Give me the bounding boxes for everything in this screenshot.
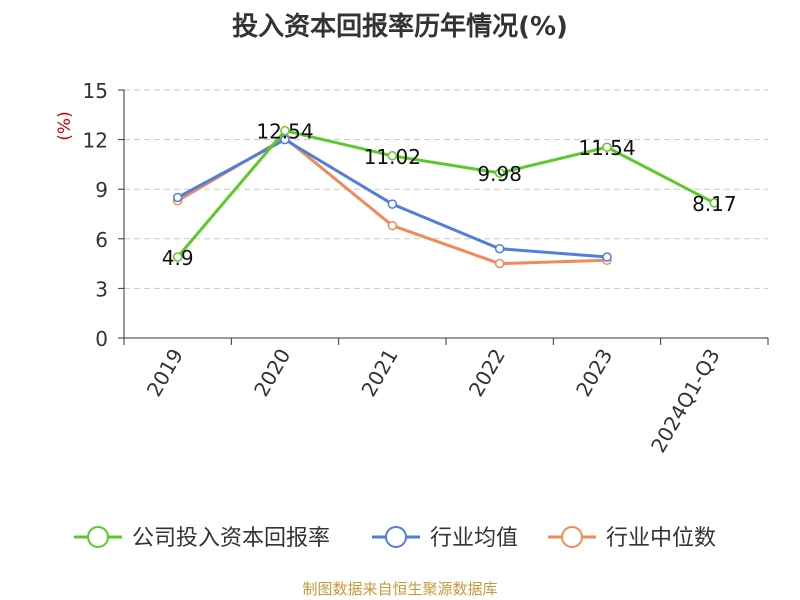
y-tick-label-3: 9	[95, 178, 108, 202]
legend-marker-0	[87, 526, 109, 548]
y-axis-title: (%)	[55, 111, 75, 140]
x-tick-label-0: 2019	[142, 345, 188, 401]
data-label-5: 8.17	[692, 192, 737, 216]
series-1-point-0	[172, 192, 183, 203]
x-tick-label-2: 2021	[356, 345, 402, 401]
legend-label-0: 公司投入资本回报率	[132, 526, 330, 551]
legend-label-2: 行业中位数	[606, 526, 716, 551]
series-1-point-4	[602, 252, 612, 262]
y-tick-label-4: 12	[83, 129, 108, 153]
legend-marker-1	[385, 526, 407, 548]
series-1-point-3	[494, 243, 505, 254]
data-label-3: 9.98	[477, 162, 522, 186]
y-tick-label-0: 0	[95, 327, 108, 351]
x-tick-label-5: 2024Q1-Q3	[646, 345, 725, 457]
source-footer: 制图数据来自恒生聚源数据库	[302, 580, 498, 598]
legend-label-1: 行业均值	[430, 526, 518, 551]
series-1-point-2	[387, 199, 398, 209]
data-label-0: 4.9	[162, 246, 194, 270]
data-label-1: 12.54	[256, 120, 313, 144]
data-labels: 4.9 12.54 11.02 9.98 11.54 8.17	[162, 120, 737, 270]
series-0-point-2	[387, 151, 398, 161]
series-0-point-4	[602, 142, 612, 152]
series-0-point-3	[494, 168, 505, 178]
grid-lines	[124, 89, 768, 289]
y-tick-label-2: 6	[95, 228, 108, 252]
series-2-point-3	[494, 258, 505, 269]
x-tick-label-3: 2022	[464, 344, 510, 400]
data-label-2: 11.02	[364, 145, 421, 169]
series-0-point-5	[709, 198, 720, 208]
legend-marker-2	[561, 526, 583, 548]
x-tick-label-4: 2023	[571, 345, 617, 401]
y-tick-label-1: 3	[95, 277, 108, 301]
series-1-point-1	[280, 134, 290, 145]
y-tick-label-5: 15	[83, 79, 108, 103]
series-0-point-1	[280, 125, 290, 136]
x-tick-label-1: 2020	[249, 345, 295, 401]
series-2-point-2	[387, 220, 398, 231]
series-0-point-0	[172, 252, 183, 262]
data-label-4: 11.54	[578, 136, 635, 160]
series-layer	[172, 125, 720, 269]
series-line-0	[176, 129, 716, 258]
legend: 公司投入资本回报率 行业均值 行业中位数	[74, 526, 716, 551]
chart-title: 投入资本回报率历年情况(%)	[232, 12, 568, 42]
